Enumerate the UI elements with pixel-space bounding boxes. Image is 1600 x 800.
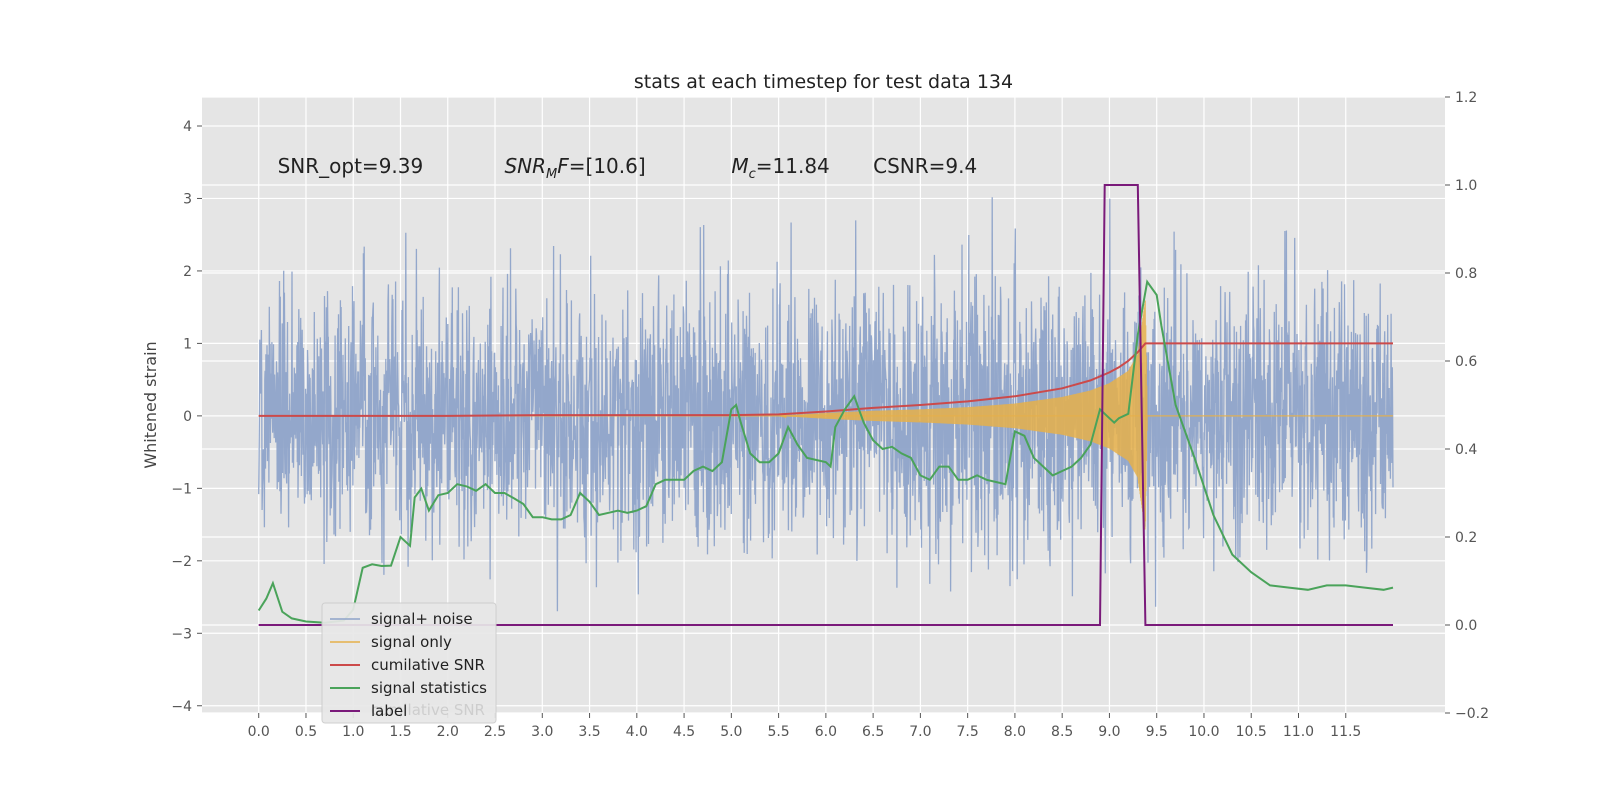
y-tick-label-1: −3: [171, 626, 192, 642]
x-tick-label-22: 11.0: [1283, 724, 1314, 740]
annotation-mc: Mc=11.84: [731, 154, 829, 182]
y2-tick-label-3: 0.4: [1455, 442, 1477, 458]
series-signal-noise-line: [258, 197, 1394, 612]
x-tick-label-17: 8.5: [1051, 724, 1073, 740]
x-tick-label-1: 0.5: [295, 724, 317, 740]
legend-label-1: signal only: [371, 633, 452, 651]
x-tick-label-20: 10.0: [1188, 724, 1219, 740]
y2-tick-label-4: 0.6: [1455, 354, 1477, 370]
series-line-signal-statistics: [257, 279, 1394, 624]
x-tick-label-10: 5.0: [720, 724, 742, 740]
x-tick-label-8: 4.0: [626, 724, 648, 740]
chart-title: stats at each timestep for test data 134: [634, 71, 1013, 93]
x-tick-label-9: 4.5: [673, 724, 695, 740]
x-tick-label-6: 3.0: [531, 724, 553, 740]
annotation-snr-mf: SNRMF=[10.6]: [504, 154, 645, 182]
x-tick-label-18: 9.0: [1098, 724, 1120, 740]
x-tick-label-15: 7.5: [957, 724, 979, 740]
annotation-snr-opt: SNR_opt=9.39: [278, 154, 424, 178]
legend-label-2: cumilative SNR: [371, 656, 485, 674]
x-tick-label-3: 1.5: [389, 724, 411, 740]
x-tick-label-4: 2.0: [437, 724, 459, 740]
y-tick-label-2: −2: [171, 554, 192, 570]
x-tick-label-0: 0.0: [248, 724, 270, 740]
y2-tick-label-5: 0.8: [1455, 266, 1477, 282]
x-tick-label-11: 5.5: [767, 724, 789, 740]
legend-box: [321, 602, 497, 724]
x-tick-label-2: 1.0: [342, 724, 364, 740]
y2-tick-label-7: 1.2: [1455, 90, 1477, 106]
x-tick-label-23: 11.5: [1330, 724, 1361, 740]
y-tick-label-8: 4: [183, 119, 192, 135]
y-tick-label-3: −1: [171, 481, 192, 497]
x-tick-label-5: 2.5: [484, 724, 506, 740]
series-signal-noise: [258, 197, 1394, 612]
y2-tick-label-6: 1.0: [1455, 178, 1477, 194]
x-tick-label-13: 6.5: [862, 724, 884, 740]
x-tick-label-16: 8.0: [1004, 724, 1026, 740]
axes: 0.0 0.5 1.0 1.5 2.0 2.5 3.0 3.5 4.0 4.5 5.0 5.5 6.0 6…: [171, 90, 1489, 740]
x-tick-label-19: 9.5: [1146, 724, 1168, 740]
y-tick-label-5: 1: [183, 336, 192, 352]
annotation-csnr: CSNR=9.4: [873, 154, 977, 178]
legend-label-4: label: [371, 702, 407, 720]
series-signal-only-chirp: [778, 300, 1148, 530]
y2-tick-label-1: 0.0: [1455, 618, 1477, 634]
y-tick-label-7: 3: [183, 191, 192, 207]
annotations: SNR_opt=9.39 SNRMF=[10.6] Mc=11.84 CSNR=9.4: [278, 154, 978, 182]
x-tick-label-12: 6.0: [815, 724, 837, 740]
y2-tick-label-0: −0.2: [1455, 706, 1489, 722]
legend-label-3: signal statistics: [371, 679, 487, 697]
y-axis-label: Whitened strain: [141, 341, 160, 468]
y-tick-label-6: 2: [183, 264, 192, 280]
x-tick-label-21: 10.5: [1236, 724, 1267, 740]
x-tick-label-14: 7.0: [909, 724, 931, 740]
legend: cumilative SNR signal+ noise signal only cu…: [321, 602, 497, 724]
series-line-label: [258, 184, 1393, 626]
y-tick-label-0: −4: [171, 699, 192, 715]
series-lines: [257, 184, 1394, 626]
x-tick-label-7: 3.5: [578, 724, 600, 740]
y2-tick-label-2: 0.2: [1455, 530, 1477, 546]
legend-occluded-text: cumilative SNR: [371, 701, 485, 719]
y-tick-label-4: 0: [183, 409, 192, 425]
legend-label-0: signal+ noise: [371, 610, 473, 628]
